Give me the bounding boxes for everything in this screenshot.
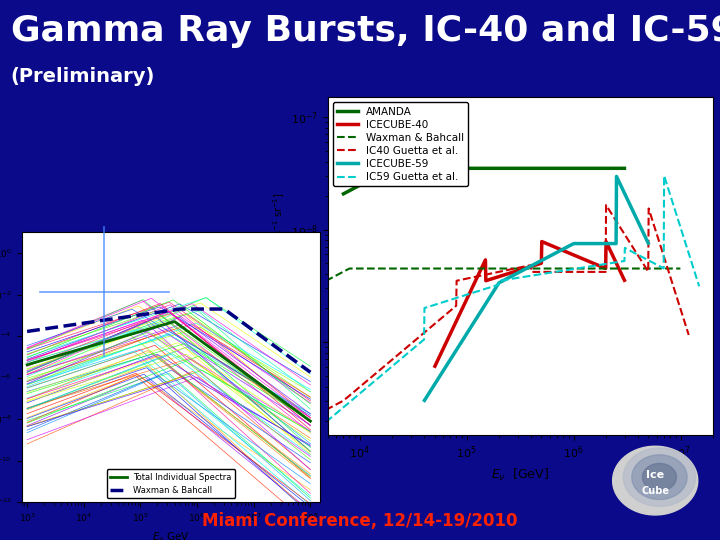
- ICECUBE-40: [486, 276, 495, 282]
- Waxman & Bahcall: [486, 265, 495, 272]
- Total Individual Spectra: [170, 319, 179, 325]
- Text: (Preliminary): (Preliminary): [11, 68, 156, 86]
- Text: Cube: Cube: [642, 486, 669, 496]
- Waxman & Bahcall: [471, 265, 480, 272]
- Waxman & Bahcall: [627, 265, 636, 272]
- Polygon shape: [632, 455, 687, 500]
- Total Individual Spectra: [228, 361, 237, 367]
- Line: Waxman & Bahcall: Waxman & Bahcall: [27, 309, 310, 372]
- IC40 Guetta et al.: [627, 242, 636, 248]
- ICECUBE-59: [635, 221, 644, 227]
- ICECUBE-59: [588, 240, 597, 247]
- Total Individual Spectra: [23, 361, 32, 368]
- Total Individual Spectra: [115, 334, 124, 341]
- Waxman & Bahcall: [115, 315, 124, 321]
- ICECUBE-59: [471, 318, 480, 324]
- Waxman & Bahcall: [306, 369, 315, 375]
- Waxman & Bahcall: [230, 313, 238, 319]
- Total Individual Spectra: [230, 362, 238, 368]
- ICECUBE-40: [471, 279, 480, 285]
- AMANDA: [471, 165, 480, 172]
- Y-axis label: $E_\nu^2\ \Phi_\nu(E_\nu)\ \left[\rm GeV\ cm^{-2}\ s^{-1}\ sr^{-1}\right]$: $E_\nu^2\ \Phi_\nu(E_\nu)\ \left[\rm GeV…: [271, 193, 288, 339]
- IC59 Guetta et al.: [635, 252, 644, 259]
- X-axis label: $E_{\nu}\ \ [\rm GeV]$: $E_{\nu}\ \ [\rm GeV]$: [491, 467, 549, 483]
- IC40 Guetta et al.: [345, 393, 354, 399]
- Polygon shape: [624, 448, 696, 507]
- IC40 Guetta et al.: [486, 271, 495, 277]
- Line: ICECUBE-40: ICECUBE-40: [435, 241, 624, 366]
- Polygon shape: [613, 446, 698, 515]
- Waxman & Bahcall: [345, 266, 354, 272]
- Legend: Total Individual Spectra, Waxman & Bahcall: Total Individual Spectra, Waxman & Bahca…: [107, 469, 235, 498]
- Legend: AMANDA, ICECUBE-40, Waxman & Bahcall, IC40 Guetta et al., ICECUBE-59, IC59 Guett: AMANDA, ICECUBE-40, Waxman & Bahcall, IC…: [333, 103, 469, 186]
- Waxman & Bahcall: [57, 323, 66, 330]
- AMANDA: [486, 165, 495, 172]
- Text: Gamma Ray Bursts, IC-40 and IC-59: Gamma Ray Bursts, IC-40 and IC-59: [11, 14, 720, 48]
- AMANDA: [345, 188, 354, 194]
- Waxman & Bahcall: [176, 306, 185, 312]
- IC59 Guetta et al.: [486, 284, 495, 291]
- Total Individual Spectra: [306, 418, 315, 424]
- Total Individual Spectra: [57, 352, 66, 358]
- Polygon shape: [642, 463, 677, 491]
- Waxman & Bahcall: [23, 328, 32, 335]
- Waxman & Bahcall: [302, 288, 310, 294]
- IC59 Guetta et al.: [627, 248, 636, 255]
- ICECUBE-40: [588, 260, 597, 266]
- Waxman & Bahcall: [202, 306, 210, 312]
- IC40 Guetta et al.: [635, 254, 644, 260]
- IC40 Guetta et al.: [302, 417, 310, 423]
- IC40 Guetta et al.: [588, 269, 597, 275]
- Line: IC59 Guetta et al.: IC59 Guetta et al.: [306, 176, 699, 432]
- IC59 Guetta et al.: [302, 429, 310, 435]
- Line: Total Individual Spectra: Total Individual Spectra: [27, 322, 310, 421]
- IC40 Guetta et al.: [471, 274, 480, 280]
- ICECUBE-59: [627, 205, 636, 211]
- Total Individual Spectra: [202, 341, 210, 348]
- Line: AMANDA: AMANDA: [343, 168, 624, 194]
- Waxman & Bahcall: [588, 265, 597, 272]
- Waxman & Bahcall: [135, 312, 143, 318]
- Waxman & Bahcall: [228, 312, 237, 318]
- IC59 Guetta et al.: [471, 289, 480, 295]
- X-axis label: $E_\nu\ {\rm GeV}$: $E_\nu\ {\rm GeV}$: [152, 530, 190, 540]
- Text: Ice: Ice: [646, 470, 665, 481]
- IC59 Guetta et al.: [588, 263, 597, 269]
- IC59 Guetta et al.: [345, 400, 354, 406]
- Line: ICECUBE-59: ICECUBE-59: [425, 177, 648, 400]
- ICECUBE-59: [486, 294, 495, 300]
- AMANDA: [588, 165, 597, 172]
- Text: Miami Conference, 12/14-19/2010: Miami Conference, 12/14-19/2010: [202, 512, 518, 530]
- Total Individual Spectra: [135, 329, 143, 335]
- Waxman & Bahcall: [635, 265, 644, 272]
- Line: Waxman & Bahcall: Waxman & Bahcall: [306, 268, 680, 291]
- Line: IC40 Guetta et al.: IC40 Guetta et al.: [306, 205, 689, 420]
